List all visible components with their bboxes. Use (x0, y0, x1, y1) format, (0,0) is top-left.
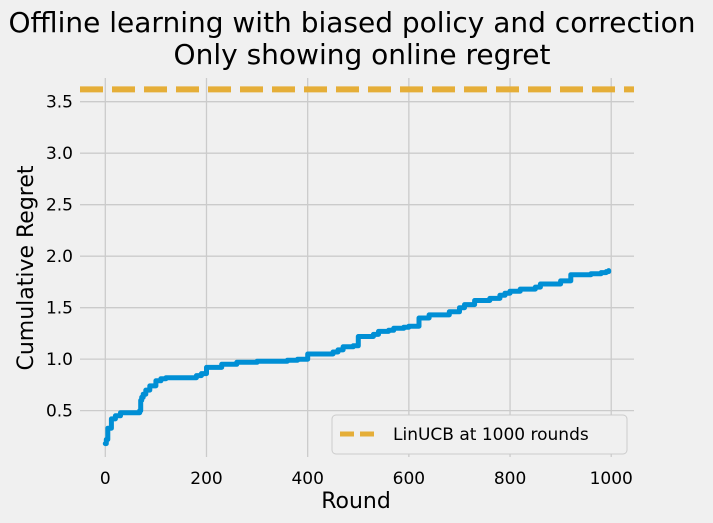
y-tick-label: 1.5 (46, 299, 73, 319)
legend-box (331, 414, 628, 455)
x-tick-label: 1000 (590, 469, 633, 489)
y-tick-label: 1.0 (46, 350, 73, 370)
y-tick-label: 3.5 (46, 93, 73, 113)
series-layer (80, 86, 634, 447)
x-tick-label: 0 (100, 469, 111, 489)
regret-curve (102, 268, 612, 447)
y-axis-label: Cumulative Regret (14, 165, 39, 370)
x-tick-label: 400 (291, 469, 323, 489)
legend: LinUCB at 1000 rounds (331, 414, 628, 455)
y-tick-label: 2.0 (46, 247, 73, 267)
x-axis-ticks: 0 200 400 600 800 1000 (100, 469, 633, 489)
y-tick-label: 2.5 (46, 196, 73, 216)
y-axis-ticks: 0.5 1.0 1.5 2.0 2.5 3.0 3.5 (46, 93, 73, 422)
x-tick-label: 800 (494, 469, 526, 489)
legend-label-linucb: LinUCB at 1000 rounds (393, 425, 589, 445)
chart-title: Offline learning with biased policy and … (9, 6, 696, 39)
x-tick-label: 200 (190, 469, 222, 489)
x-axis-label: Round (321, 489, 391, 514)
y-tick-label: 0.5 (46, 402, 73, 422)
y-tick-label: 3.0 (46, 144, 73, 164)
chart-subtitle: Only showing online regret (174, 38, 551, 71)
grid (80, 78, 634, 457)
x-tick-label: 600 (393, 469, 425, 489)
